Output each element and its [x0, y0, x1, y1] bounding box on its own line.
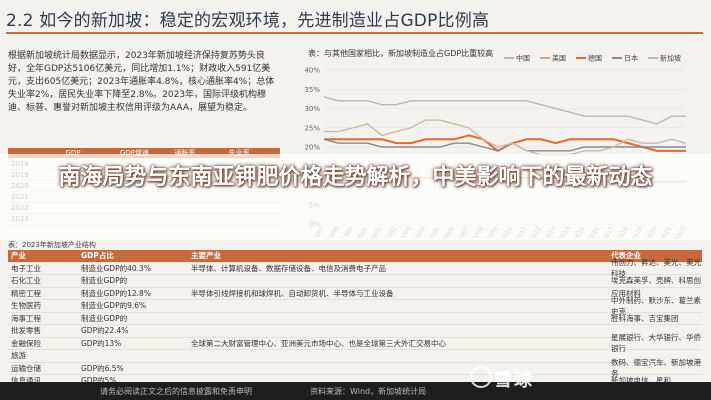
industry-table-cell: GDP的22.4%: [81, 326, 129, 336]
industry-table-cell: 制造业GDP的40.3%: [81, 263, 151, 273]
mini-header-cell: 通胀率: [174, 149, 196, 157]
industry-table-cell: 生物医药: [11, 301, 41, 311]
series-line-0: [323, 96, 686, 125]
header-gdp-share: GDP占比: [81, 251, 114, 261]
industry-table-cell: 埃克森美孚、壳牌、科思创: [611, 276, 701, 286]
series-line-2: [324, 134, 686, 153]
industry-table-cell: 应用材料: [611, 288, 641, 298]
headline-overlay: [0, 154, 711, 240]
mini-header-cell: 失业率: [228, 149, 250, 157]
industry-table-row: 运输仓储 GDP的6.5% 数码、德宝汽车、新加坡港务: [8, 358, 702, 378]
industry-table-cell: 运输仓储: [11, 363, 41, 373]
industry-table-cell: 制造业GDP的9.6%: [81, 301, 147, 311]
industry-table-cell: 旅游: [11, 351, 26, 361]
y-tick-label: 35%: [304, 86, 320, 94]
industry-table-row: 金融保险 GDP的13% 全球第二大财富管理中心、亚洲美元市场中心、也是全球第三大外…: [8, 333, 702, 353]
chart-title: 表：与其他国家相比，新加坡制造业占GDP比重较高: [308, 49, 494, 58]
footer-disclaimer: 请务必阅读正文之后的信息披露和免责申明: [100, 387, 252, 396]
y-tick-label: 40%: [304, 67, 320, 75]
industry-table-cell: 制造业GDP的: [81, 276, 128, 286]
industry-table-body: 电子工业 制造业GDP的40.3% 半导体、计算机设备、数据存储设备、电信及消费电子…: [8, 258, 702, 388]
industry-table-row: 旅游: [8, 350, 702, 363]
industry-table-cell: 信息通讯: [11, 376, 41, 386]
header-industry: 产业: [11, 251, 26, 261]
industry-table-row: 精密工程 制造业GDP的12.8% 半导体引线焊接机和球焊机、自动卸货机、半导体与工…: [8, 288, 702, 300]
industry-table-cell: 胜科海事、吉宝集团: [611, 313, 679, 323]
y-tick-label: 20%: [304, 144, 320, 152]
legend-label: 日本: [624, 54, 638, 63]
industry-table-cell: 半导体、计算机设备、数据存储设备、电信及消费电子产品: [191, 263, 386, 273]
industry-table-row: 电子工业 制造业GDP的40.3% 半导体、计算机设备、数据存储设备、电信及消费电子…: [8, 258, 702, 278]
industry-table-cell: GDP的13%: [81, 338, 122, 348]
header-companies: 代表企业: [611, 251, 641, 261]
industry-table-cell: 金融保险: [11, 338, 41, 348]
industry-table-header: 产业 GDP占比 主要产业 代表企业: [8, 250, 702, 263]
industry-table-cell: 星展银行、大华银行、华侨银行: [611, 333, 701, 354]
series-line-3: [323, 138, 686, 152]
industry-table-cell: 中外制药、默沙东、葛兰素史克: [611, 295, 701, 316]
industry-table: 产业 GDP占比 主要产业 代表企业 电子工业 制造业GDP的40.3% 半导体、计…: [8, 250, 702, 388]
industry-table-cell: 数码、德宝汽车、新加坡港务: [611, 358, 701, 379]
header-main-industry: 主要产业: [191, 251, 221, 261]
industry-table-cell: 新加坡电信、星和: [611, 376, 671, 386]
industry-table-cell: 精密工程: [11, 288, 41, 298]
legend-label: 美国: [552, 54, 566, 63]
legend-label: 新加坡: [660, 54, 681, 63]
title-rule: [6, 32, 703, 34]
legend-label: 德国: [588, 54, 602, 63]
industry-table-cell: 海事工程: [11, 313, 41, 323]
industry-table-cell: 制造业GDP的: [81, 313, 128, 323]
y-tick-label: 25%: [304, 124, 320, 132]
industry-table-row: 石化工业 制造业GDP的 埃克森美孚、壳牌、科思创: [8, 275, 702, 288]
footer-bar: 请务必阅读正文之后的信息披露和免责申明 资料来源：Wind，新加坡统计局: [0, 382, 711, 400]
y-tick-label: 30%: [304, 105, 320, 113]
industry-table-row: 批发零售 GDP的22.4%: [8, 325, 702, 338]
industry-table-row: 生物医药 制造业GDP的9.6% 中外制药、默沙东、葛兰素史克: [8, 296, 702, 316]
watermark-icon: [470, 366, 492, 388]
left-summary-text: 根据新加坡统计局数据显示，2023年新加坡经济保持复苏势头良好，全年GDP达51…: [8, 51, 275, 113]
industry-table-cell: GDP的6.5%: [81, 363, 124, 373]
industry-table-title: 表：2023年新加坡产业结构: [8, 241, 96, 249]
industry-table-cell: 批发零售: [11, 326, 41, 336]
industry-table-cell: 全球第二大财富管理中心、亚洲美元市场中心、也是全球第三大外汇交易中心: [191, 338, 446, 348]
legend-label: 中国: [516, 54, 530, 63]
industry-table-cell: 制造业GDP的12.8%: [81, 288, 151, 298]
industry-table-cell: GDP的5%: [81, 376, 117, 386]
series-line-4: [324, 119, 687, 156]
slide-title: 2.2 如今的新加坡：稳定的宏观环境，先进制造业占GDP比例高: [6, 11, 490, 31]
footer-source: 资料来源：Wind，新加坡统计局: [310, 387, 427, 396]
watermark: 雪球: [494, 370, 534, 391]
headline: 南海局势与东南亚钾肥价格走势解析，中美影响下的最新动态: [58, 165, 653, 190]
mini-header-cell: GDP增速: [119, 149, 149, 157]
industry-table-row: 海事工程 制造业GDP的 胜科海事、吉宝集团: [8, 313, 702, 325]
industry-table-cell: 石化工业: [11, 276, 41, 286]
industry-table-cell: 半导体引线焊接机和球焊机、自动卸货机、半导体与工业设备: [191, 288, 394, 298]
industry-table-cell: 电子工业: [11, 263, 41, 273]
industry-table-cell: 伟创力、昇达、美光、美光科技: [611, 258, 701, 279]
mini-header-cell: GDP: [65, 149, 81, 157]
